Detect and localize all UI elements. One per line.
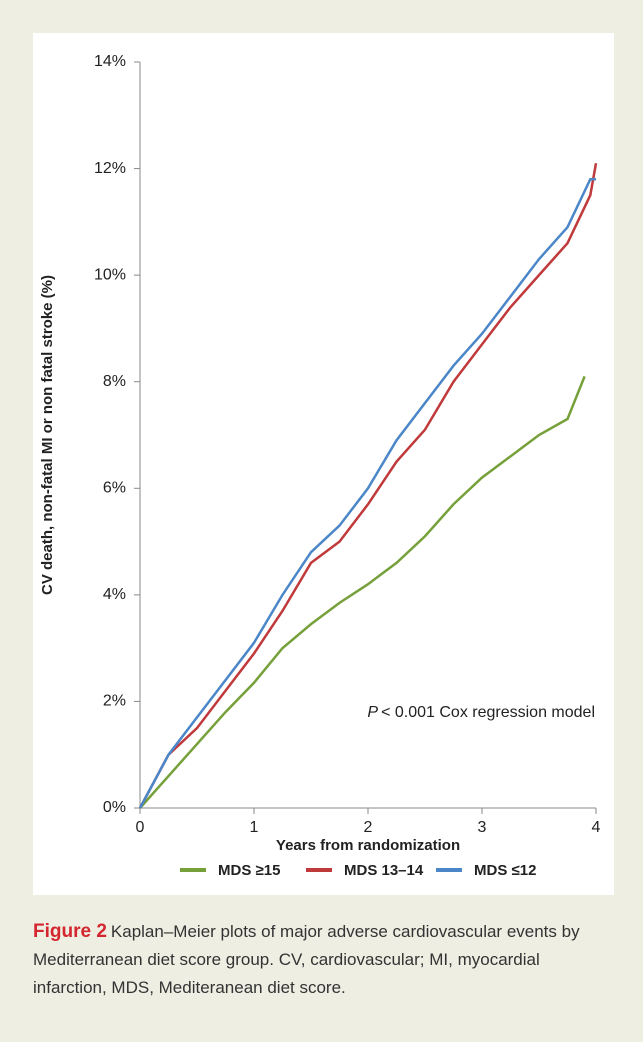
y-tick-label: 14% xyxy=(94,53,126,70)
chart-panel xyxy=(33,33,614,895)
x-tick-label: 0 xyxy=(136,819,145,836)
legend-label: MDS 13–14 xyxy=(344,862,424,879)
caption-label: Figure 2 xyxy=(33,921,107,942)
series-line xyxy=(139,375,586,809)
annotation: P < 0.001 Cox regression model xyxy=(367,704,595,721)
x-tick-label: 4 xyxy=(592,819,601,836)
series-line xyxy=(138,177,596,809)
x-axis-label: Years from randomization xyxy=(276,837,460,854)
chart: CV death, non-fatal MI or non fatal stro… xyxy=(39,53,601,879)
x-tick-label: 2 xyxy=(364,819,373,836)
y-tick-label: 12% xyxy=(94,160,126,177)
legend-label: MDS ≤12 xyxy=(474,862,536,879)
y-tick-label: 8% xyxy=(103,373,126,390)
caption: Figure 2 Kaplan–Meier plots of major adve… xyxy=(33,918,618,1002)
y-tick-label: 10% xyxy=(94,266,126,283)
y-tick-label: 2% xyxy=(103,693,126,710)
legend-label: MDS ≥15 xyxy=(218,862,280,879)
y-tick-label: 6% xyxy=(103,480,126,497)
y-tick-label: 4% xyxy=(103,586,126,603)
series-line xyxy=(138,163,598,809)
annotation-text: < 0.001 Cox regression model xyxy=(381,704,595,721)
y-axis-label: CV death, non-fatal MI or non fatal stro… xyxy=(39,275,56,595)
x-tick-label: 1 xyxy=(250,819,259,836)
caption-text: Kaplan–Meier plots of major adverse card… xyxy=(33,922,580,997)
annotation-p: P xyxy=(367,704,378,721)
y-tick-label: 0% xyxy=(103,799,126,816)
x-tick-label: 3 xyxy=(478,819,487,836)
